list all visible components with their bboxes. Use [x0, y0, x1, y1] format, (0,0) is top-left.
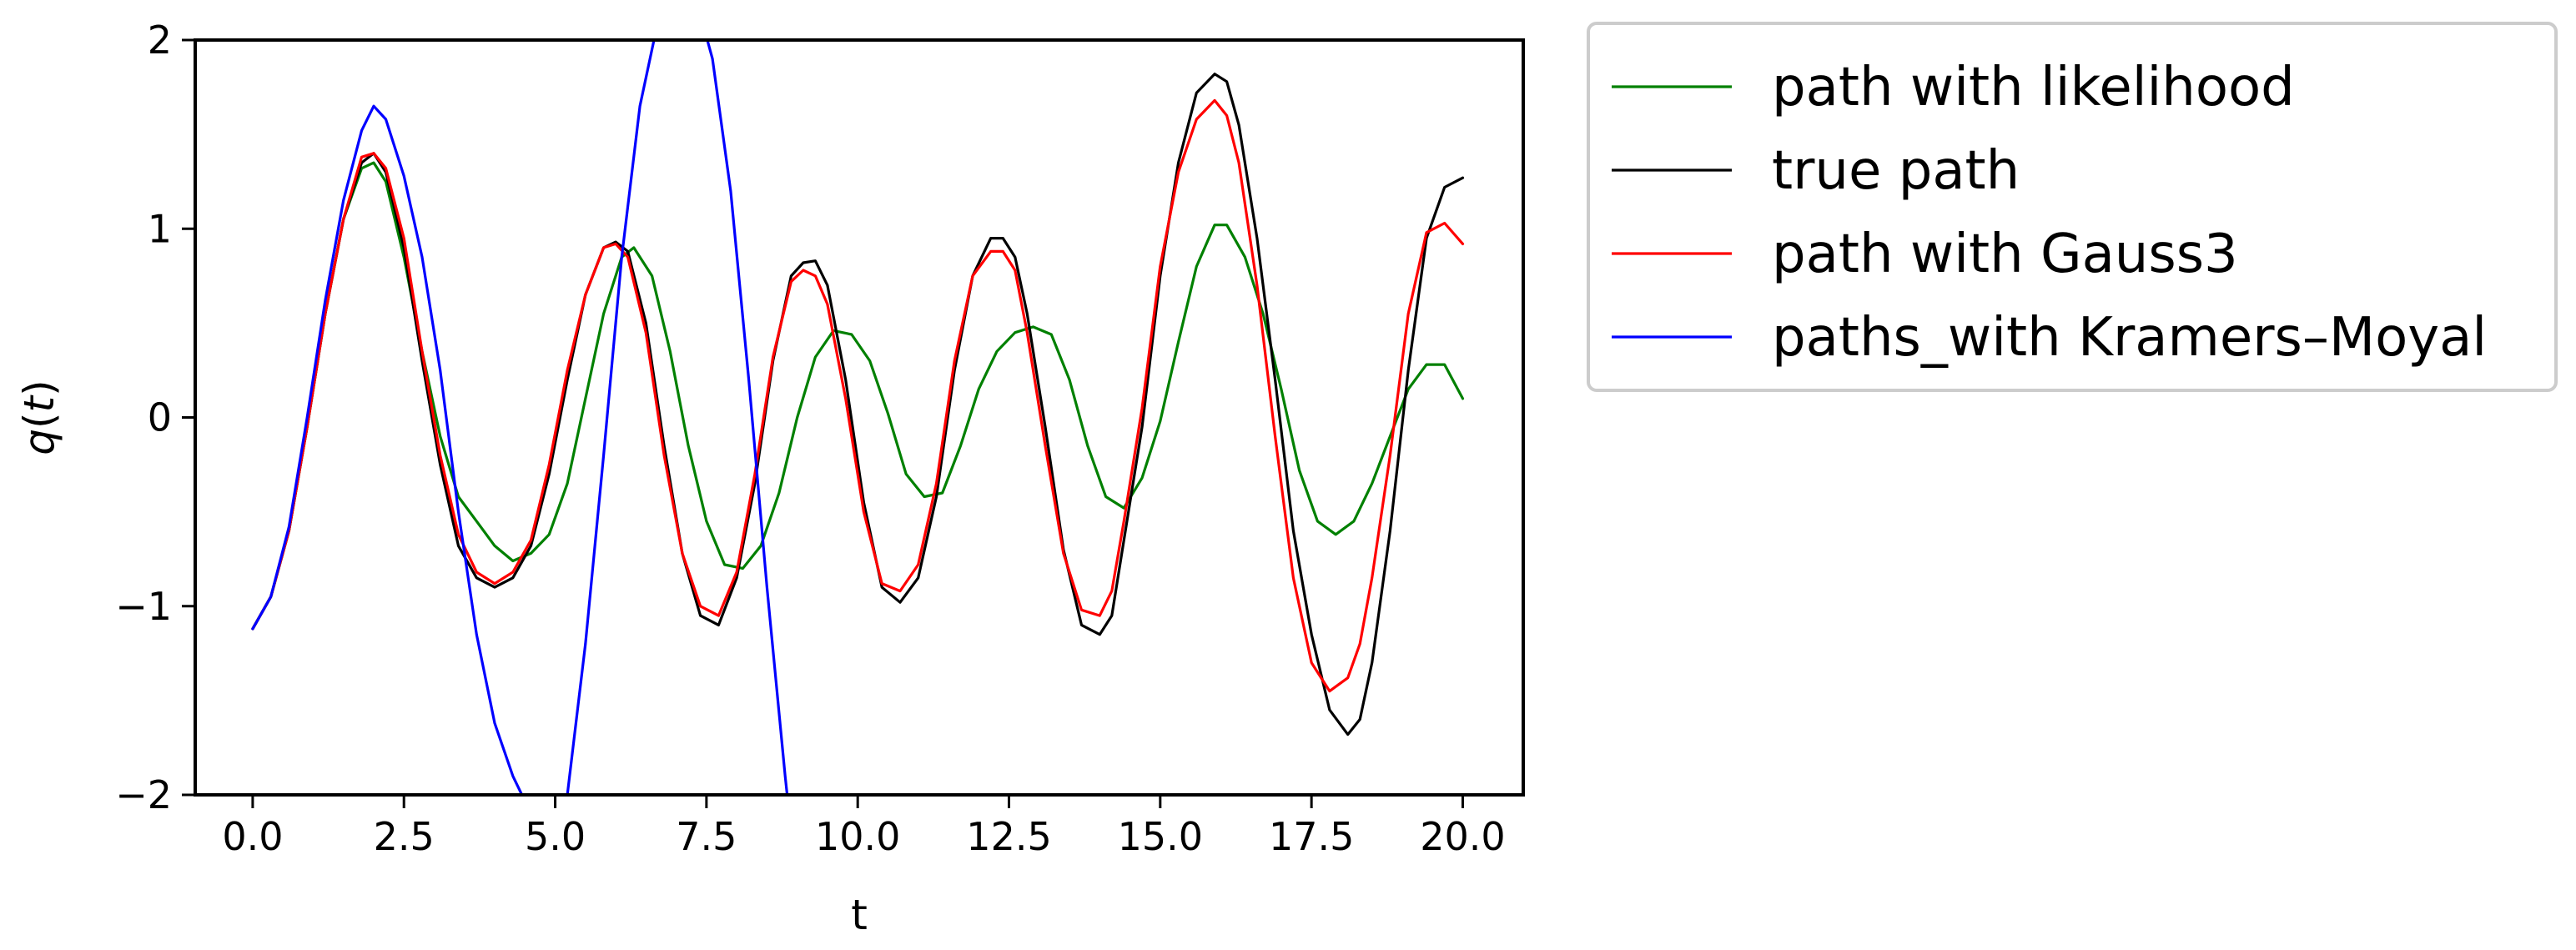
legend-box [1587, 22, 2558, 392]
x-tick-label: 5.0 [525, 814, 586, 859]
y-tick-label: −1 [115, 584, 172, 629]
series-line-1 [251, 161, 1465, 631]
legend-entry-label: path with likelihood [1772, 57, 2295, 118]
x-tick-label: 15.0 [1118, 814, 1203, 859]
x-tick-label: 10.0 [815, 814, 900, 859]
x-axis-label: t [851, 891, 868, 939]
x-tick-label: 0.0 [222, 814, 283, 859]
series-line-2 [251, 73, 1465, 736]
series-layer [251, 40, 1465, 795]
x-tick-label: 12.5 [966, 814, 1051, 859]
x-tick-label: 20.0 [1420, 814, 1505, 859]
x-tick-label: 17.5 [1269, 814, 1354, 859]
series-line-4 [251, 40, 789, 795]
legend: path with likelihood true path path with G… [1587, 22, 2558, 392]
y-tick-label: 1 [148, 206, 172, 251]
x-axis-ticks: 0.0 2.5 5.0 7.5 10.0 12.5 15.0 17.5 20.0 [222, 795, 1506, 859]
legend-entry-label: paths_with Kramers–Moyal [1772, 307, 2487, 369]
y-axis-ticks: −2 −1 0 1 2 [115, 18, 195, 817]
y-tick-label: −2 [115, 772, 172, 817]
x-tick-label: 2.5 [374, 814, 435, 859]
y-axis-label: q(t) [15, 379, 63, 455]
legend-entry-label: true path [1772, 140, 2020, 202]
y-tick-label: 0 [148, 395, 172, 440]
series-line-3 [251, 98, 1465, 693]
legend-entry-label: path with Gauss3 [1772, 224, 2238, 285]
y-axis-label-text: q(t) [15, 379, 63, 455]
x-tick-label: 7.5 [676, 814, 737, 859]
y-tick-label: 2 [148, 18, 172, 63]
